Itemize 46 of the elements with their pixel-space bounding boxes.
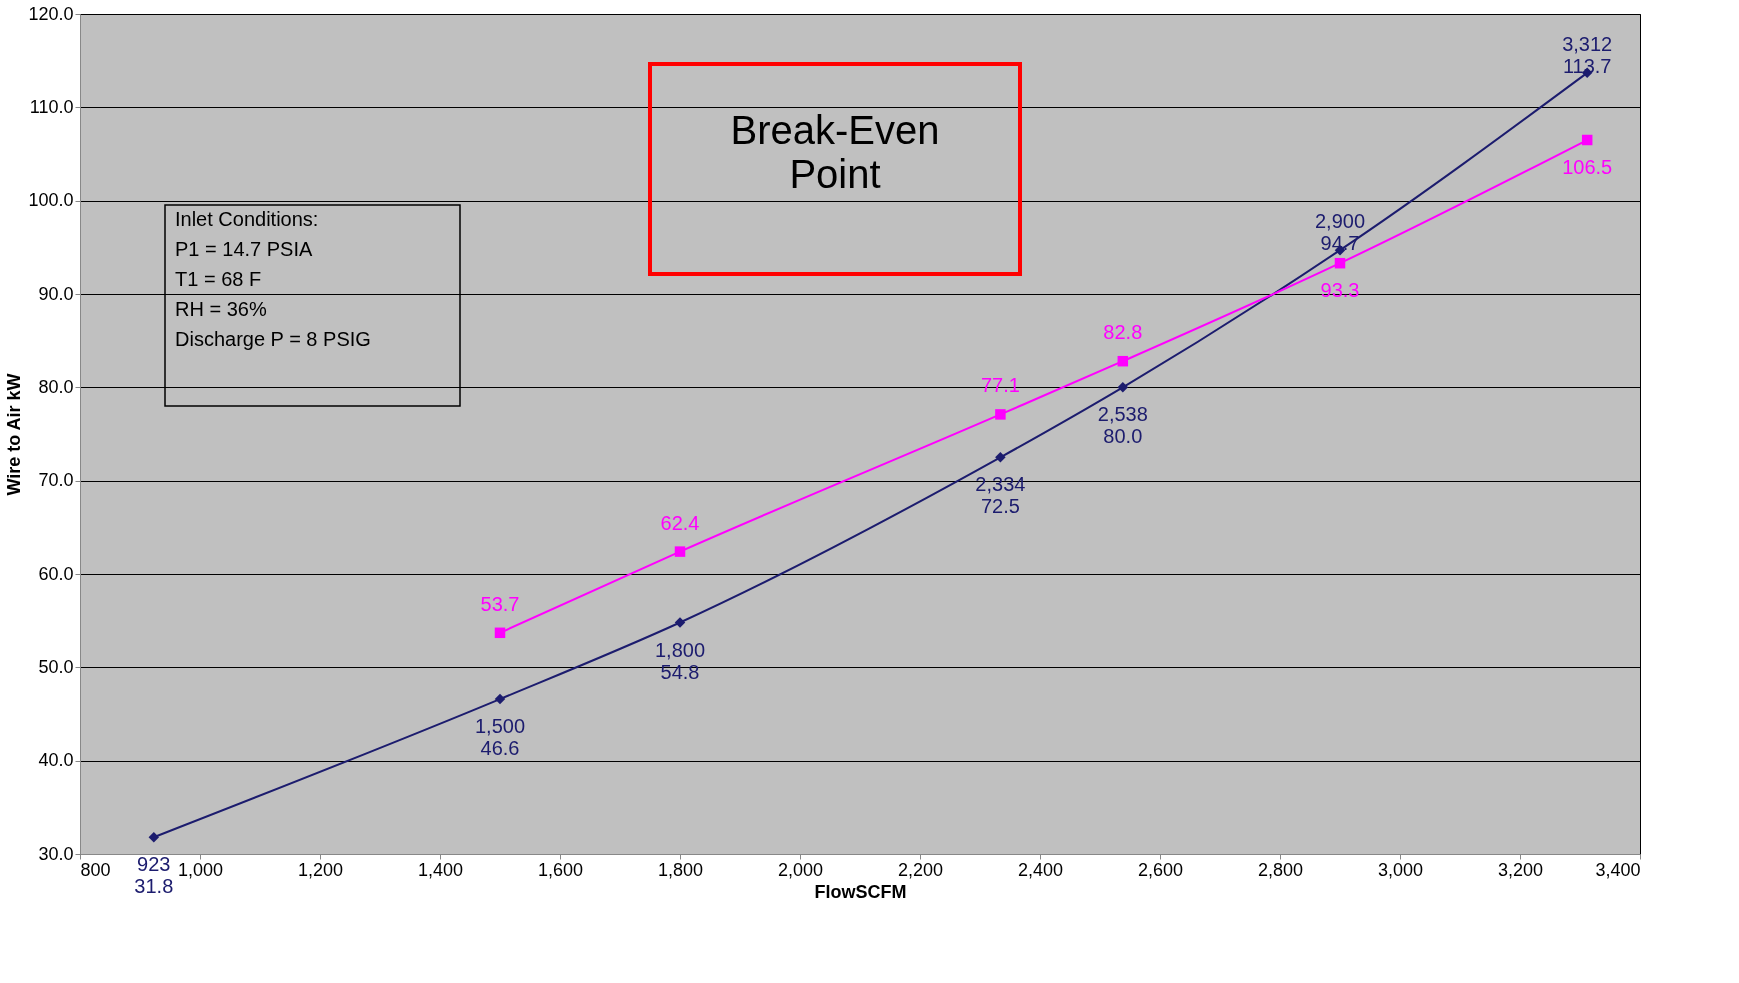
y-tick-label: 80.0 xyxy=(38,376,74,397)
y-tick-label: 40.0 xyxy=(38,750,74,771)
x-tick-label: 2,600 xyxy=(1137,859,1184,880)
point xyxy=(674,546,686,557)
data-label: 2,538 80.0 xyxy=(1097,403,1148,448)
y-tick-label: 50.0 xyxy=(38,656,74,677)
data-label: 106.5 xyxy=(1562,156,1613,178)
y-tick-label: 30.0 xyxy=(38,843,74,864)
data-label: 62.4 xyxy=(660,511,700,534)
y-tick-label: 60.0 xyxy=(38,563,74,584)
point xyxy=(494,627,506,639)
point xyxy=(148,831,160,843)
data-label: 53.7 xyxy=(480,592,520,615)
point xyxy=(674,617,686,628)
point xyxy=(995,409,1006,420)
y-axis-title: Wire to Air kW xyxy=(4,373,25,496)
x-tick-label: 1,600 xyxy=(537,859,584,880)
point xyxy=(1117,382,1129,393)
x-tick-label: 2,400 xyxy=(1017,859,1064,880)
x-tick-label: 800 xyxy=(80,859,111,880)
x-tick-label: 2,000 xyxy=(777,859,824,880)
x-axis-title: FlowSCFM xyxy=(814,881,907,902)
x-tick-label: 1,800 xyxy=(657,859,704,880)
x-tick-label: 3,400 xyxy=(1595,859,1641,880)
y-tick-label: 110.0 xyxy=(29,96,74,117)
data-label: 82.8 xyxy=(1103,321,1143,344)
y-tick-label: 100.0 xyxy=(28,190,74,211)
x-tick-label: 1,200 xyxy=(297,859,344,880)
point xyxy=(494,693,506,705)
y-tick-label: 90.0 xyxy=(38,283,74,304)
point xyxy=(995,452,1006,463)
point xyxy=(1334,257,1346,269)
x-tick-label: 1,000 xyxy=(177,859,224,880)
annotation: Break-Even Point xyxy=(730,108,940,196)
y-tick-label: 70.0 xyxy=(38,470,74,491)
x-tick-label: 3,000 xyxy=(1377,859,1424,880)
x-tick-label: 2,800 xyxy=(1257,859,1304,880)
data-label: 923 31.8 xyxy=(134,853,174,898)
x-tick-label: 2,200 xyxy=(897,859,944,880)
point xyxy=(1581,134,1593,146)
y-tick-label: 120.0 xyxy=(28,3,74,24)
point xyxy=(1117,355,1129,367)
data-label: 1,500 46.6 xyxy=(474,715,526,760)
x-tick-label: 3,200 xyxy=(1497,859,1544,880)
annotation: Inlet Conditions: P1 = 14.7 PSIA T1 = 68 F RH = 36% Discharge P = 8 PSIG xyxy=(175,208,371,350)
x-tick-label: 1,400 xyxy=(417,859,464,880)
